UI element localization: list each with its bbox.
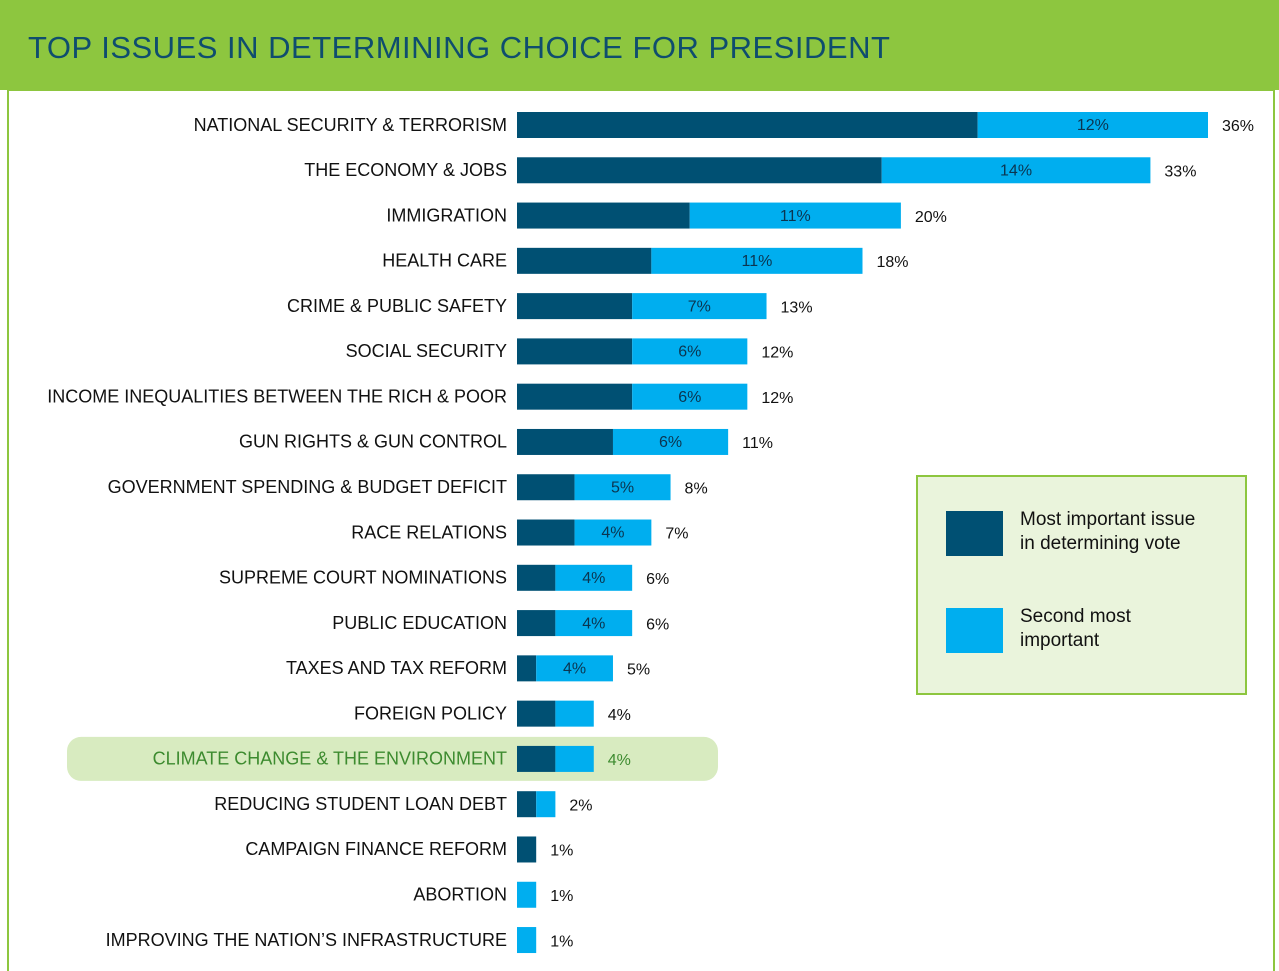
segment-label: 7% (688, 298, 711, 315)
segment-label: 14% (1000, 162, 1032, 179)
bar-segment (517, 564, 556, 591)
category-label: CAMPAIGN FINANCE REFORM (245, 839, 507, 859)
legend: Most important issue in determining vote… (916, 475, 1247, 695)
bar-segment (689, 202, 901, 229)
legend-swatch (946, 608, 1003, 653)
header-band (0, 0, 1279, 90)
bar-segment (517, 157, 882, 184)
total-label: 1% (550, 933, 573, 950)
segment-label: 4% (563, 661, 586, 678)
total-label: 33% (1164, 163, 1196, 180)
segment-label: 11% (742, 253, 773, 270)
legend-label: Most important issue in determining vote (1020, 509, 1196, 554)
bar-segment (555, 610, 633, 637)
total-label: 11% (742, 435, 773, 452)
bar-segment (555, 700, 594, 727)
segment-label: 4% (601, 525, 624, 542)
bar-segment (517, 745, 556, 772)
bar-segment (517, 881, 537, 908)
total-label: 12% (761, 390, 793, 407)
category-label: IMPROVING THE NATION’S INFRASTRUCTURE (106, 930, 507, 950)
bar-segment (536, 655, 613, 682)
category-label: CRIME & PUBLIC SAFETY (287, 296, 507, 316)
category-label: GOVERNMENT SPENDING & BUDGET DEFICIT (108, 477, 507, 497)
bar-segment (517, 383, 633, 410)
segment-label: 11% (780, 208, 811, 225)
segment-label: 4% (582, 570, 605, 587)
category-label: FOREIGN POLICY (354, 703, 507, 723)
chart-title: TOP ISSUES IN DETERMINING CHOICE FOR PRE… (28, 30, 890, 65)
bar-segment (517, 927, 537, 954)
total-label: 4% (608, 707, 631, 724)
segment-label: 6% (678, 389, 701, 406)
total-label: 5% (627, 662, 650, 679)
total-label: 1% (550, 888, 573, 905)
bar-segment (517, 700, 556, 727)
segment-label: 6% (678, 344, 701, 361)
total-label: 7% (665, 526, 688, 543)
total-label: 6% (646, 571, 669, 588)
total-label: 12% (761, 345, 793, 362)
bar-segment (612, 428, 729, 455)
total-label: 2% (569, 797, 592, 814)
total-label: 20% (915, 209, 947, 226)
bar-segment (517, 293, 633, 320)
category-label: RACE RELATIONS (351, 522, 507, 542)
total-label: 18% (877, 254, 909, 271)
bar-segment (536, 791, 556, 818)
legend-item: Second most important (946, 606, 1210, 653)
total-label: 1% (550, 843, 573, 860)
total-label: 8% (685, 480, 708, 497)
total-label: 36% (1222, 118, 1254, 135)
bar-segment (517, 610, 556, 637)
bar-segment (632, 383, 748, 410)
category-label: TAXES AND TAX REFORM (286, 658, 507, 678)
segment-label: 12% (1077, 117, 1109, 134)
category-label: NATIONAL SECURITY & TERRORISM (194, 115, 507, 135)
bar-segment (651, 247, 863, 274)
category-label: THE ECONOMY & JOBS (304, 160, 507, 180)
bar-segment (517, 791, 537, 818)
category-label: CLIMATE CHANGE & THE ENVIRONMENT (153, 749, 507, 769)
segment-label: 4% (582, 615, 605, 632)
bar-segment (555, 564, 633, 591)
category-label: ABORTION (413, 885, 507, 905)
category-label: SOCIAL SECURITY (346, 341, 507, 361)
segment-label: 5% (611, 479, 634, 496)
bar-segment (574, 474, 671, 501)
bar-segment (517, 247, 652, 274)
segment-label: 6% (659, 434, 682, 451)
category-label: SUPREME COURT NOMINATIONS (219, 568, 507, 588)
bar-segment (517, 519, 575, 546)
bar-segment (517, 428, 613, 455)
bar-segment (632, 293, 767, 320)
total-label: 4% (608, 752, 631, 769)
bar-segment (517, 655, 537, 682)
bar-segment (517, 474, 575, 501)
category-label: HEALTH CARE (382, 251, 507, 271)
bar-segment (555, 745, 594, 772)
total-label: 13% (781, 299, 813, 316)
bar-segment (977, 112, 1208, 138)
category-label: REDUCING STUDENT LOAN DEBT (214, 794, 507, 814)
bar-segment (574, 519, 652, 546)
bar-segment (517, 202, 690, 229)
category-label: INCOME INEQUALITIES BETWEEN THE RICH & P… (47, 386, 507, 406)
legend-item: Most important issue in determining vote (946, 509, 1210, 556)
bar-segment (517, 836, 537, 863)
category-label: IMMIGRATION (386, 205, 507, 225)
bar-segment (881, 157, 1151, 184)
total-label: 6% (646, 616, 669, 633)
bar-segment (632, 338, 748, 365)
category-label: PUBLIC EDUCATION (332, 613, 507, 633)
bar-segment (517, 338, 633, 365)
category-label: GUN RIGHTS & GUN CONTROL (239, 432, 507, 452)
legend-swatch (946, 511, 1003, 556)
bar-segment (517, 112, 978, 138)
legend-label: Second most important (1020, 606, 1131, 651)
